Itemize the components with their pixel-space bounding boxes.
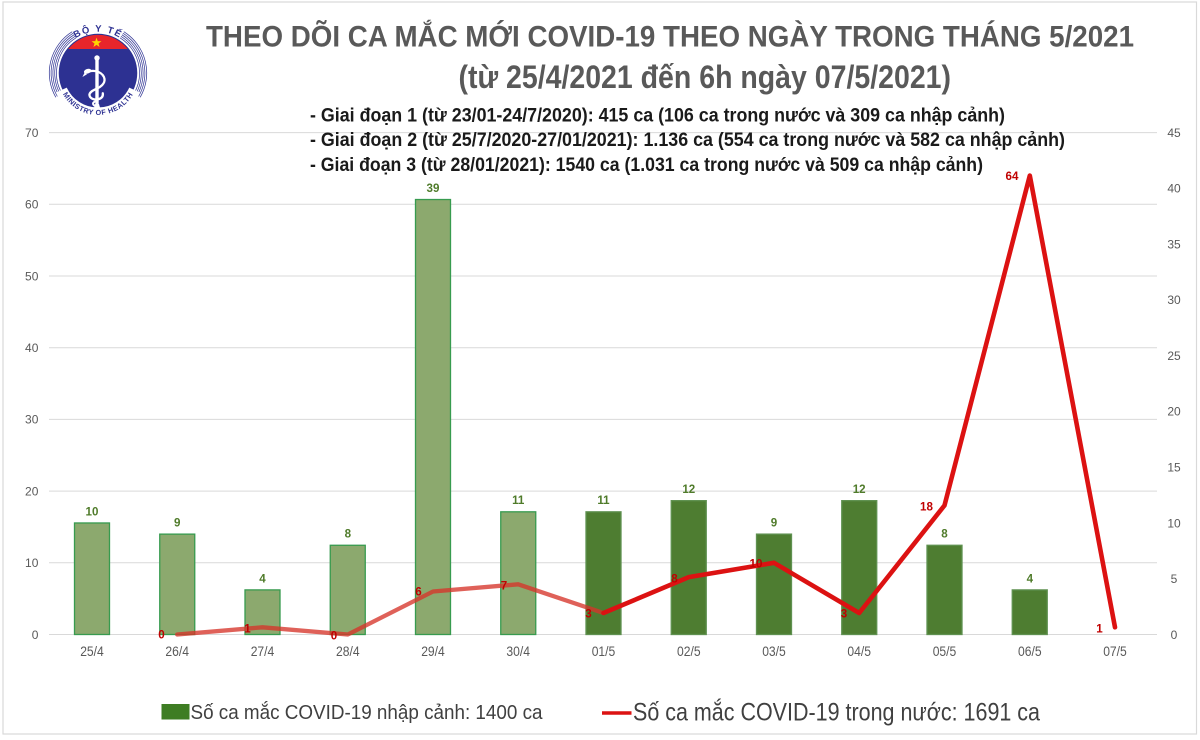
svg-text:40: 40: [25, 341, 39, 355]
svg-text:0: 0: [1171, 628, 1178, 642]
svg-text:05/5: 05/5: [933, 644, 957, 659]
svg-text:- Giai đoạn 3 (từ 28/01/2021):: - Giai đoạn 3 (từ 28/01/2021): 1540 ca (…: [310, 155, 983, 176]
svg-text:70: 70: [25, 126, 39, 140]
svg-text:4: 4: [1027, 572, 1034, 585]
svg-text:07/5: 07/5: [1103, 644, 1127, 659]
svg-text:30: 30: [25, 413, 39, 427]
svg-text:- Giai đoạn 1 (từ 23/01-24/7/2: - Giai đoạn 1 (từ 23/01-24/7/2020): 415 …: [310, 105, 1005, 126]
svg-text:01/5: 01/5: [592, 644, 616, 659]
svg-text:6: 6: [415, 586, 422, 599]
svg-text:26/4: 26/4: [165, 644, 189, 659]
svg-text:3: 3: [841, 608, 848, 621]
svg-text:3: 3: [585, 608, 592, 621]
svg-text:(từ 25/4/2021 đến 6h ngày 07/5: (từ 25/4/2021 đến 6h ngày 07/5/2021): [459, 59, 952, 95]
svg-text:10: 10: [25, 556, 39, 570]
svg-text:8: 8: [941, 528, 948, 541]
svg-text:4: 4: [259, 572, 266, 585]
svg-text:10: 10: [86, 505, 99, 518]
svg-text:04/5: 04/5: [847, 644, 871, 659]
svg-text:40: 40: [1167, 182, 1181, 196]
svg-text:29/4: 29/4: [421, 644, 445, 659]
svg-text:03/5: 03/5: [762, 644, 786, 659]
svg-text:0: 0: [32, 628, 39, 642]
svg-text:64: 64: [1006, 170, 1019, 183]
svg-text:30/4: 30/4: [506, 644, 530, 659]
svg-text:9: 9: [771, 517, 778, 530]
svg-text:8: 8: [671, 573, 678, 586]
svg-text:7: 7: [501, 580, 507, 593]
svg-text:30: 30: [1167, 293, 1181, 307]
svg-text:20: 20: [25, 484, 39, 498]
svg-text:THEO DÕI CA MẮC MỚI COVID-19 T: THEO DÕI CA MẮC MỚI COVID-19 THEO NGÀY T…: [206, 20, 1134, 54]
svg-text:- Giai đoạn 2 (từ 25/7/2020-27: - Giai đoạn 2 (từ 25/7/2020-27/01/2021):…: [310, 130, 1065, 151]
svg-text:8: 8: [345, 528, 352, 541]
svg-text:12: 12: [682, 483, 695, 496]
svg-text:Số ca mắc COVID-19 nhập cảnh:: Số ca mắc COVID-19 nhập cảnh: 1400 ca: [191, 701, 544, 724]
svg-text:27/4: 27/4: [251, 644, 275, 659]
svg-text:15: 15: [1167, 461, 1181, 475]
svg-text:5: 5: [1171, 572, 1178, 586]
svg-text:BỘ Y TẾ: BỘ Y TẾ: [72, 23, 124, 41]
svg-text:12: 12: [853, 483, 866, 496]
svg-text:10: 10: [750, 558, 763, 571]
svg-text:28/4: 28/4: [336, 644, 360, 659]
svg-text:1: 1: [1096, 623, 1103, 636]
svg-text:18: 18: [920, 501, 933, 514]
svg-text:25: 25: [1167, 349, 1181, 363]
svg-text:0: 0: [331, 630, 337, 643]
svg-text:9: 9: [174, 517, 181, 530]
svg-text:06/5: 06/5: [1018, 644, 1042, 659]
svg-text:25/4: 25/4: [80, 644, 104, 659]
svg-text:11: 11: [597, 494, 610, 507]
svg-text:Số ca mắc COVID-19 trong nước:: Số ca mắc COVID-19 trong nước: 1691 ca: [633, 698, 1040, 727]
svg-text:02/5: 02/5: [677, 644, 701, 659]
svg-text:0: 0: [158, 629, 164, 642]
svg-text:39: 39: [427, 182, 440, 195]
svg-text:35: 35: [1167, 237, 1181, 251]
svg-text:45: 45: [1167, 126, 1181, 140]
svg-text:20: 20: [1167, 405, 1181, 419]
svg-text:10: 10: [1167, 516, 1181, 530]
svg-text:60: 60: [25, 198, 39, 212]
svg-text:50: 50: [25, 269, 39, 283]
svg-text:11: 11: [512, 494, 525, 507]
svg-text:1: 1: [244, 623, 251, 636]
